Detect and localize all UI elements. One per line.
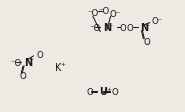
Text: O: O (119, 24, 126, 32)
Text: O: O (143, 38, 150, 47)
Text: +: + (29, 57, 34, 62)
Text: O: O (19, 72, 26, 81)
Text: ⁻O: ⁻O (90, 24, 101, 32)
Text: N: N (103, 23, 111, 33)
Text: ⁻O: ⁻O (10, 58, 21, 67)
Text: +: + (108, 23, 113, 28)
Text: ⁻O: ⁻O (88, 9, 99, 18)
Text: O: O (127, 24, 133, 32)
Text: +: + (145, 23, 150, 28)
Text: +: + (60, 62, 65, 67)
Text: ⁻: ⁻ (23, 76, 26, 81)
Text: ⁻: ⁻ (147, 43, 150, 48)
Text: N: N (140, 23, 148, 33)
Text: O⁻: O⁻ (152, 17, 163, 26)
Text: U: U (99, 86, 107, 96)
Text: ++: ++ (104, 86, 113, 91)
Text: O: O (86, 87, 93, 96)
Text: ⁻O: ⁻O (98, 7, 109, 16)
Text: O⁻: O⁻ (109, 10, 120, 18)
Text: K: K (55, 62, 61, 72)
Text: O: O (36, 51, 43, 60)
Text: N: N (24, 58, 32, 68)
Text: O: O (112, 87, 119, 96)
